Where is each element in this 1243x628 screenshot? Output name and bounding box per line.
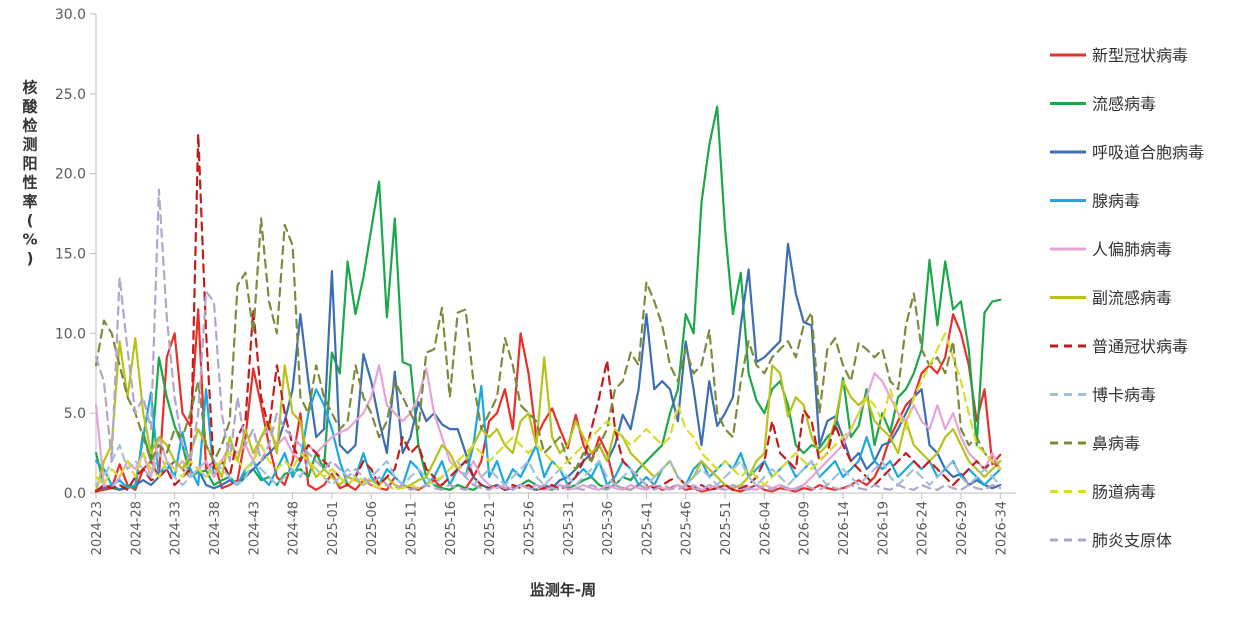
series-line-9	[94, 332, 1002, 491]
y-axis: 0.0 5.0 10.0 15.0 20.0 25.0 30.0	[55, 7, 97, 502]
x-tick-label: 2025-11	[405, 501, 420, 555]
x-tick-label: 2026-09	[798, 501, 813, 555]
x-tick-label: 2025-26	[522, 501, 537, 555]
y-axis-title-char: 率	[22, 193, 37, 211]
x-tick-label: 2026-34	[994, 501, 1009, 555]
legend-label-4: 人偏肺病毒	[1092, 240, 1172, 259]
x-tick-label: 2026-19	[876, 501, 891, 555]
y-tick-label: 10.0	[55, 326, 86, 342]
series-line-6	[94, 132, 1002, 493]
legend-label-2: 呼吸道合胞病毒	[1092, 143, 1204, 162]
series-layer	[94, 105, 1002, 493]
y-axis-title: 核酸检测阳性率(%)	[22, 79, 38, 268]
x-tick-label: 2024-48	[287, 501, 302, 555]
x-axis-title: 监测年-周	[530, 581, 596, 599]
y-tick-label: 15.0	[55, 247, 86, 263]
y-axis-title-char: )	[27, 250, 34, 268]
legend-label-5: 副流感病毒	[1092, 289, 1172, 308]
y-axis-title-char: 核	[22, 79, 37, 97]
y-axis-title-char: 酸	[22, 98, 38, 116]
legend-label-9: 肠道病毒	[1092, 483, 1156, 502]
legend: 新型冠状病毒流感病毒呼吸道合胞病毒腺病毒人偏肺病毒副流感病毒普通冠状病毒博卡病毒…	[1050, 46, 1204, 550]
series-line-8	[94, 217, 1002, 471]
y-axis-title-char: 检	[22, 117, 37, 135]
y-tick-label: 30.0	[55, 7, 86, 23]
series-line-10	[94, 188, 1002, 491]
series-line-7	[94, 444, 1002, 487]
legend-label-8: 鼻病毒	[1092, 434, 1140, 453]
legend-label-0: 新型冠状病毒	[1092, 46, 1188, 65]
x-tick-label: 2025-06	[365, 501, 380, 555]
y-axis-title-char: 性	[22, 174, 37, 192]
x-tick-label: 2026-24	[916, 501, 931, 555]
series-line-2	[94, 242, 1002, 491]
x-tick-label: 2026-04	[758, 501, 773, 555]
legend-label-3: 腺病毒	[1092, 192, 1140, 211]
x-tick-label: 2024-38	[208, 501, 223, 555]
x-tick-label: 2025-46	[680, 501, 695, 555]
series-line-4	[94, 364, 1002, 491]
y-tick-label: 20.0	[55, 167, 86, 183]
x-tick-label: 2024-43	[247, 501, 262, 555]
x-tick-label: 2026-14	[837, 501, 852, 555]
y-axis-title-char: (	[27, 212, 34, 230]
y-axis-title-char: 测	[22, 136, 37, 154]
x-tick-label: 2025-21	[483, 501, 498, 555]
x-tick-label: 2026-29	[955, 501, 970, 555]
y-axis-title-char: 阳	[22, 155, 37, 173]
x-axis: 2024-23 2024-28 2024-33 2024-38 2024-43 2024-…	[90, 492, 1016, 555]
x-tick-label: 2024-28	[129, 501, 144, 555]
legend-label-7: 博卡病毒	[1092, 386, 1156, 405]
series-line-1	[94, 105, 1002, 491]
x-tick-label: 2025-31	[562, 501, 577, 555]
y-tick-label: 5.0	[64, 406, 86, 422]
legend-label-10: 肺炎支原体	[1092, 531, 1172, 550]
x-tick-label: 2024-33	[169, 501, 184, 555]
y-tick-label: 0.0	[64, 486, 86, 502]
legend-label-1: 流感病毒	[1092, 95, 1156, 114]
y-tick-label: 25.0	[55, 87, 86, 103]
y-axis-title-char: %	[22, 231, 37, 249]
x-tick-label: 2024-23	[90, 501, 105, 555]
x-tick-label: 2025-16	[444, 501, 459, 555]
x-tick-label: 2025-01	[326, 501, 341, 555]
x-tick-label: 2025-41	[640, 501, 655, 555]
legend-label-6: 普通冠状病毒	[1092, 337, 1188, 356]
x-tick-label: 2025-51	[719, 501, 734, 555]
series-line-5	[94, 337, 1002, 493]
x-tick-label: 2025-36	[601, 501, 616, 555]
